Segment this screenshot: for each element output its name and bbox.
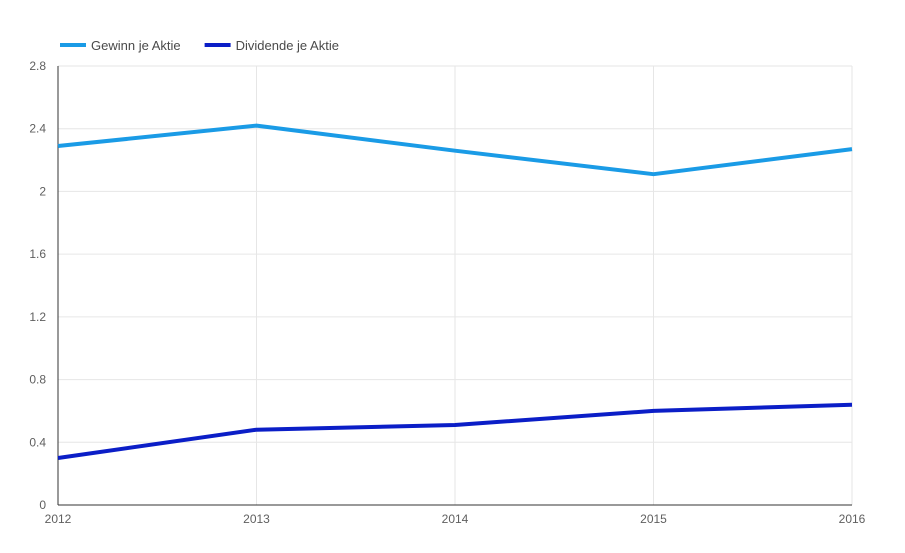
x-tick-label: 2015 xyxy=(640,512,667,526)
x-tick-label: 2016 xyxy=(839,512,866,526)
x-axis-tick-labels: 2012 2013 2014 2015 2016 xyxy=(45,512,866,526)
line-chart: 0 0.4 0.8 1.2 1.6 2 2.4 2.8 2012 2013 2014 2015 201… xyxy=(0,0,905,553)
y-tick-label: 2 xyxy=(39,184,46,198)
y-tick-label: 0 xyxy=(39,498,46,512)
y-tick-label: 1.6 xyxy=(29,247,46,261)
y-tick-label: 1.2 xyxy=(29,310,46,324)
y-axis-tick-labels: 0 0.4 0.8 1.2 1.6 2 2.4 2.8 xyxy=(29,59,46,512)
y-tick-label: 0.8 xyxy=(29,373,46,387)
x-tick-label: 2014 xyxy=(442,512,469,526)
legend-label-2: Dividende je Aktie xyxy=(236,38,339,53)
y-tick-label: 2.8 xyxy=(29,59,46,73)
chart-canvas: 00.40.81.21.622.42.8 2012 2013 2014 2015 201… xyxy=(0,0,905,553)
y-tick-label: 2.4 xyxy=(29,122,46,136)
legend: Gewinn je Aktie Dividende je Aktie xyxy=(60,38,339,53)
x-tick-label: 2012 xyxy=(45,512,72,526)
y-tick-label: 0.4 xyxy=(29,435,46,449)
legend-label-1: Gewinn je Aktie xyxy=(91,38,181,53)
x-tick-label: 2013 xyxy=(243,512,270,526)
